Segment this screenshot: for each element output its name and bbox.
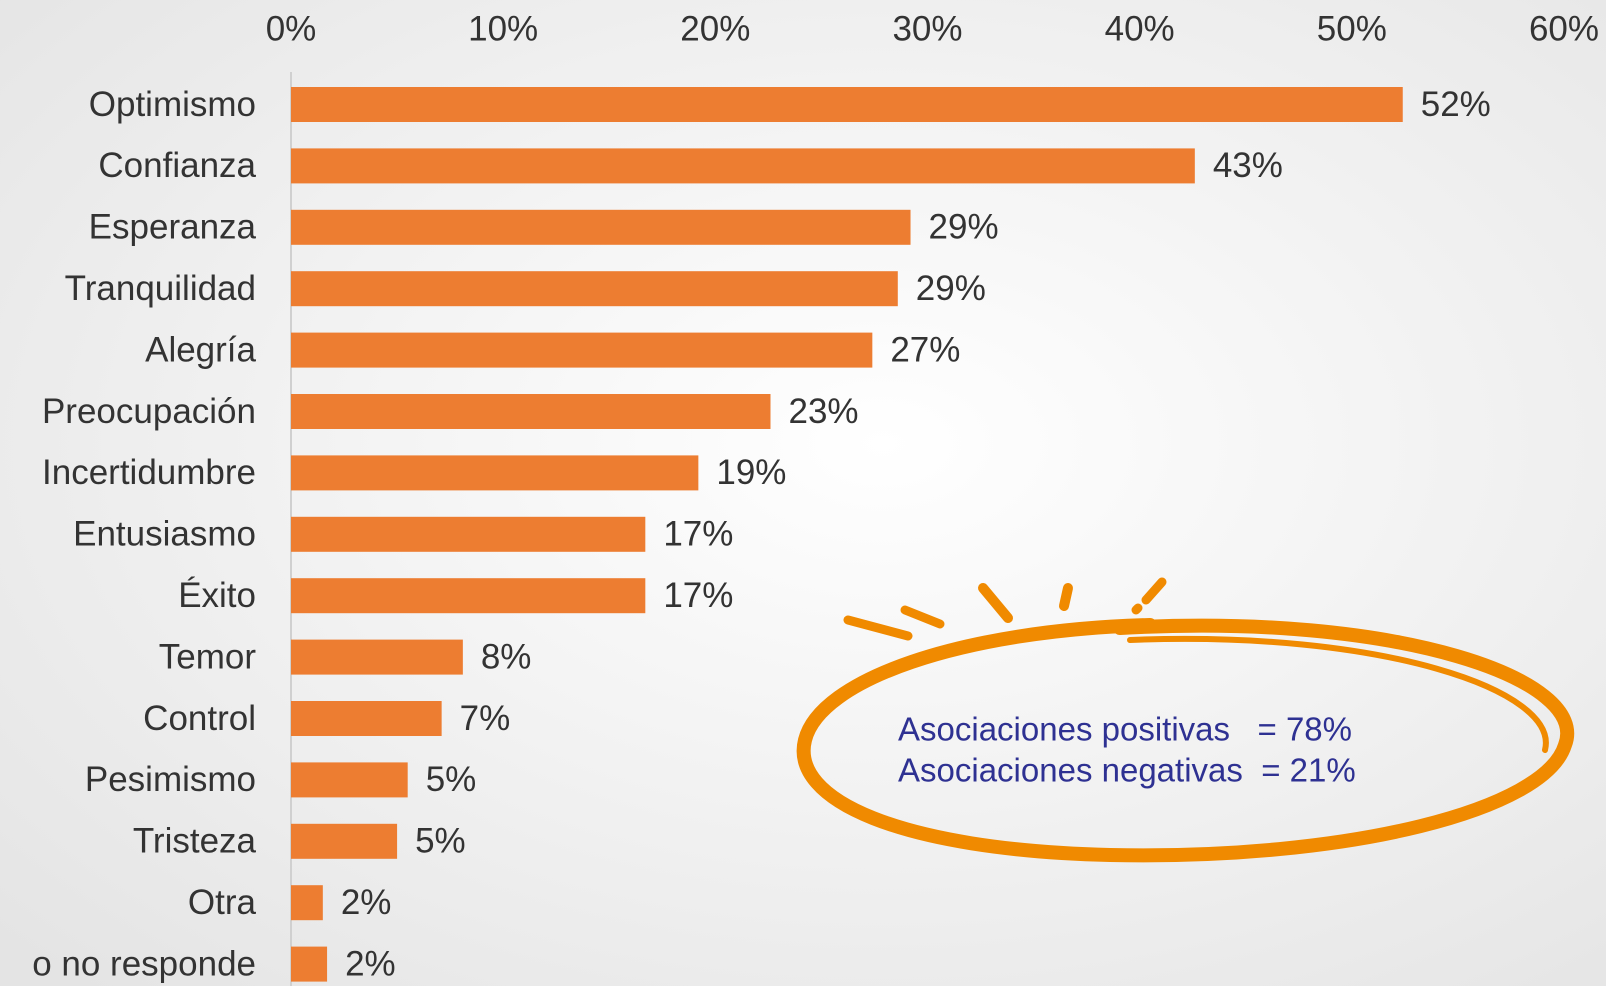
y-tick-label: o no responde: [32, 944, 256, 983]
callout: [796, 577, 1575, 863]
callout-ellipse-stroke: [1127, 635, 1549, 753]
value-label: 29%: [929, 208, 999, 247]
y-tick-label: Confianza: [98, 146, 256, 185]
x-tick-label: 0%: [266, 9, 317, 48]
y-tick-label: Tranquilidad: [65, 269, 256, 308]
bar: [291, 271, 898, 307]
bar: [291, 209, 911, 245]
value-label: 17%: [663, 576, 733, 615]
value-label: 17%: [663, 515, 733, 554]
y-tick-label: Pesimismo: [85, 760, 256, 799]
bar: [291, 946, 328, 982]
value-label: 52%: [1421, 85, 1491, 124]
y-tick-label: Incertidumbre: [42, 453, 256, 492]
accent-dash: [978, 583, 1013, 623]
x-tick-label: 60%: [1529, 9, 1599, 48]
bar: [291, 148, 1195, 184]
x-tick-label: 40%: [1105, 9, 1175, 48]
x-tick-label: 50%: [1317, 9, 1387, 48]
bar: [291, 823, 398, 859]
annotation: Asociaciones positivas = 78%: [898, 711, 1352, 748]
accent-dash: [1131, 603, 1143, 615]
callout-ellipse: [796, 618, 1575, 863]
value-label: 8%: [481, 637, 532, 676]
value-label: 7%: [460, 699, 511, 738]
value-label: 2%: [345, 944, 396, 983]
bar: [291, 394, 771, 429]
y-tick-label: Esperanza: [89, 208, 257, 247]
value-label: 5%: [426, 760, 477, 799]
bar: [291, 516, 646, 552]
bar: [291, 455, 699, 491]
value-label: 29%: [916, 269, 986, 308]
accent-dash: [900, 605, 945, 629]
accent-dash: [843, 615, 913, 641]
x-tick-label: 30%: [892, 9, 962, 48]
accent-dash: [1141, 577, 1167, 605]
bar: [291, 701, 442, 736]
bar: [291, 87, 1403, 122]
y-tick-label: Éxito: [178, 576, 256, 615]
y-tick-label: Tristeza: [133, 822, 257, 861]
y-tick-label: Control: [143, 699, 256, 738]
x-tick-label: 10%: [468, 9, 538, 48]
value-label: 23%: [788, 392, 858, 431]
y-tick-label: Preocupación: [42, 392, 256, 431]
accent-dash: [1059, 583, 1073, 611]
y-tick-label: Otra: [188, 883, 257, 922]
y-tick-label: Entusiasmo: [73, 515, 256, 554]
bar: [291, 639, 463, 675]
bar: [291, 762, 408, 798]
value-label: 27%: [890, 330, 960, 369]
x-tick-label: 20%: [680, 9, 750, 48]
value-label: 2%: [341, 883, 392, 922]
y-tick-label: Temor: [159, 637, 257, 676]
bar: [291, 885, 323, 921]
y-tick-label: Optimismo: [89, 85, 256, 124]
value-label: 43%: [1213, 146, 1283, 185]
value-label: 5%: [415, 822, 466, 861]
value-label: 19%: [716, 453, 786, 492]
annotation: Asociaciones negativas = 21%: [898, 752, 1356, 789]
bar: [291, 578, 646, 614]
y-tick-label: Alegría: [145, 330, 256, 369]
bar: [291, 332, 873, 368]
